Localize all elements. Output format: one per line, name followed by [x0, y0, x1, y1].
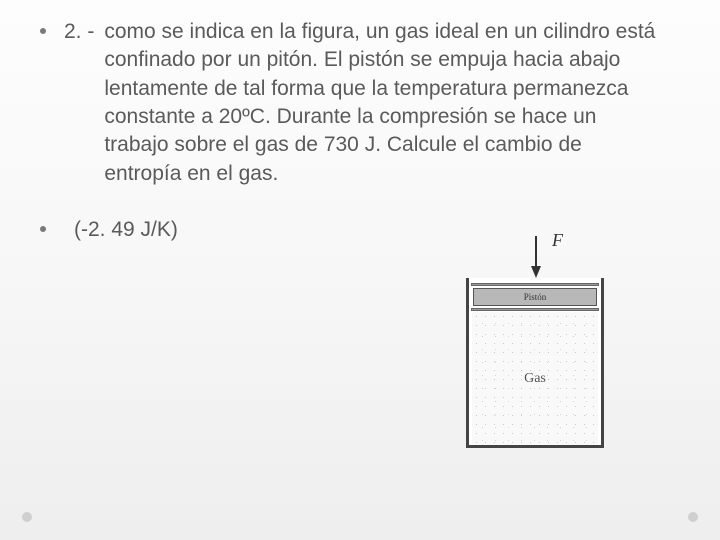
- problem-row: 2. - como se indica en la figura, un gas…: [40, 18, 680, 188]
- force-arrow-icon: [530, 234, 542, 278]
- corner-dot-icon: [688, 512, 698, 522]
- force-label: F: [552, 230, 563, 251]
- piston: Pistón: [473, 288, 597, 306]
- bullet-icon: [40, 226, 46, 232]
- problem-number: 2. -: [64, 18, 94, 46]
- corner-dot-icon: [22, 512, 32, 522]
- slide-content: 2. - como se indica en la figura, un gas…: [0, 0, 720, 244]
- answer-text: (-2. 49 J/K): [74, 216, 178, 244]
- cylinder: Pistón Gas: [466, 278, 604, 448]
- piston-bottom-edge: [471, 308, 599, 311]
- gas-region: Gas: [472, 312, 598, 445]
- piston-label: Pistón: [524, 292, 547, 302]
- bullet-icon: [40, 28, 46, 34]
- piston-diagram: F Pistón Gas: [466, 234, 604, 448]
- piston-top-edge: [471, 283, 599, 286]
- gas-label: Gas: [524, 371, 546, 387]
- problem-text: como se indica en la figura, un gas idea…: [104, 18, 664, 188]
